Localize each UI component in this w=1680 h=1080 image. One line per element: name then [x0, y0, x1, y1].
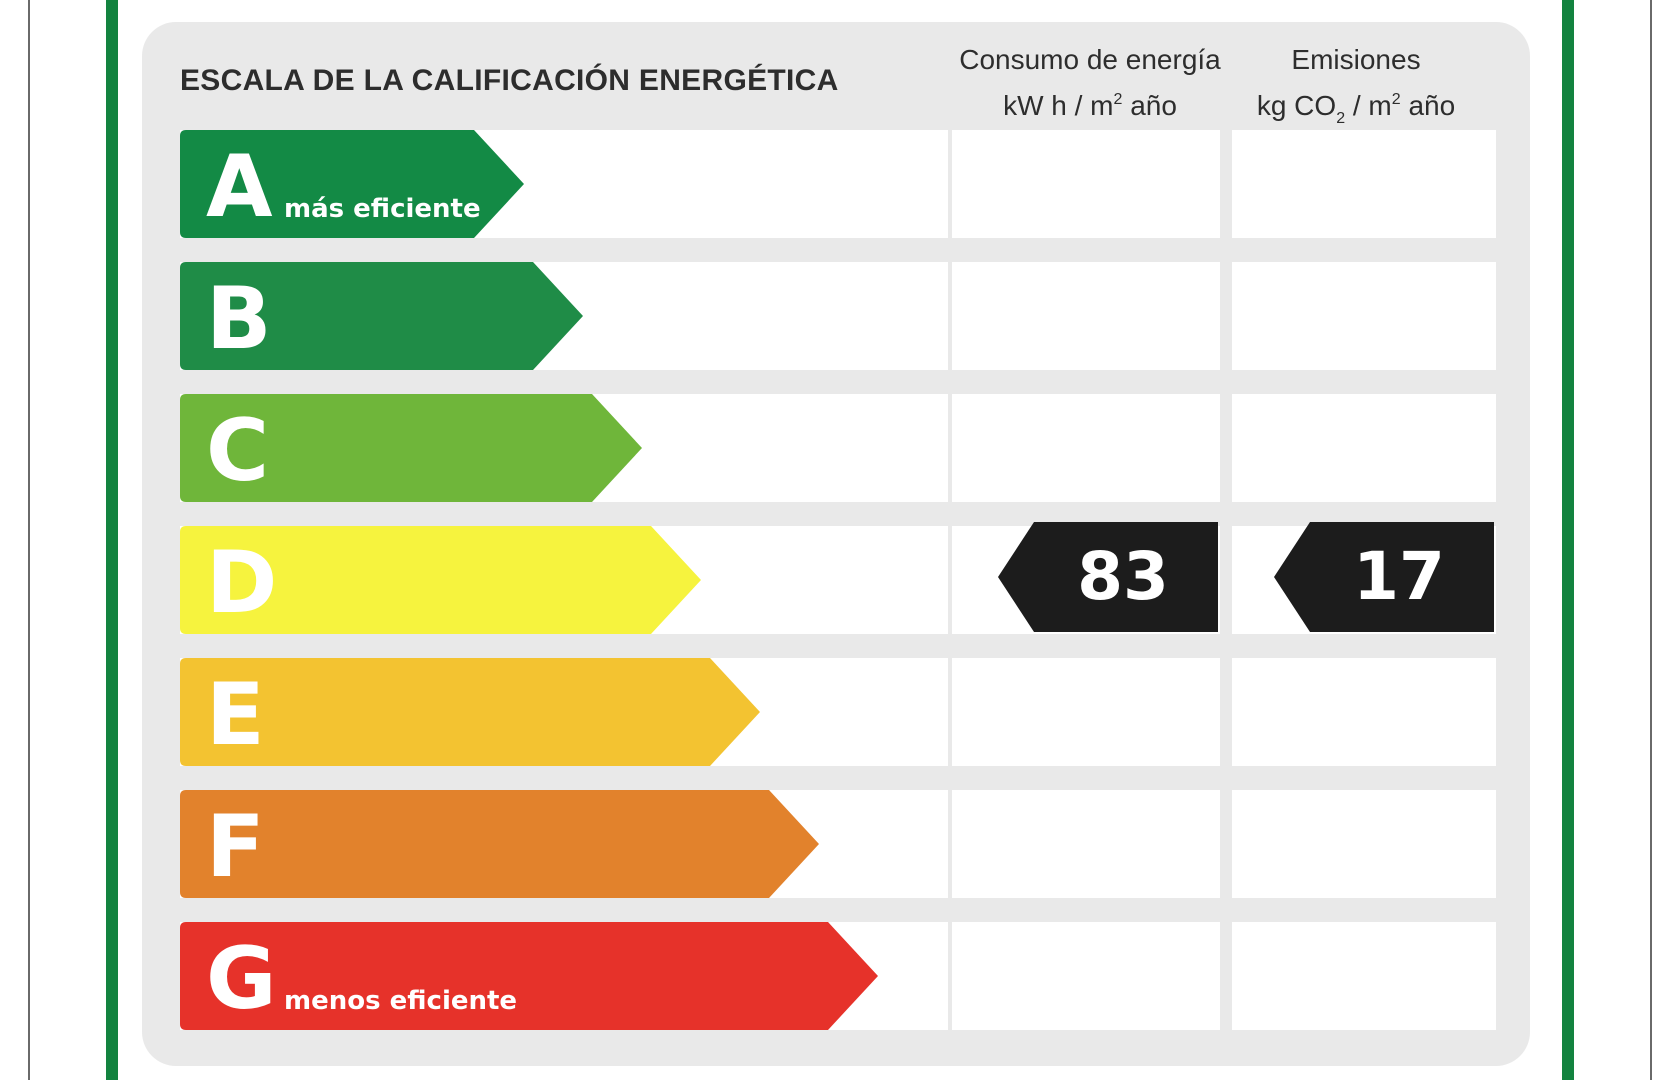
scale-title: ESCALA DE LA CALIFICACIÓN ENERGÉTICA: [180, 64, 839, 97]
page-edge-right: [1650, 0, 1652, 1080]
green-border-left: [106, 0, 118, 1080]
rating-bar-shape: [180, 394, 642, 502]
emissions-header-unit: kg CO2 / m2 año: [1256, 90, 1456, 127]
emissions-cell: [1232, 262, 1496, 370]
consumption-header-unit: kW h / m2 año: [1003, 90, 1177, 121]
rating-bar-shape: [180, 130, 524, 238]
rating-bar-d: [180, 526, 701, 634]
consumption-cell: [952, 790, 1220, 898]
rating-bar-shape: [180, 922, 878, 1030]
emissions-value-text: 17: [1353, 538, 1445, 615]
consumption-value-text: 83: [1077, 538, 1169, 615]
consumption-header-title: Consumo de energía: [959, 44, 1221, 75]
page-edge-left: [28, 0, 30, 1080]
emissions-cell: [1232, 922, 1496, 1030]
rating-letter: E: [206, 665, 265, 765]
rating-bar-a: [180, 130, 524, 238]
rating-bar-shape: [180, 658, 760, 766]
emissions-cell: [1232, 130, 1496, 238]
rating-caption: menos eficiente: [284, 986, 518, 1016]
rating-letter: D: [206, 533, 278, 633]
value-badge-shape: [998, 522, 1218, 632]
emissions-column-header: Emisiones kg CO2 / m2 año: [1226, 40, 1486, 139]
rating-bar-e: [180, 658, 760, 766]
rating-letter: B: [206, 269, 272, 369]
emissions-cell: [1232, 790, 1496, 898]
rating-letter: F: [206, 797, 265, 897]
consumption-cell: [952, 658, 1220, 766]
rating-letter: A: [206, 137, 273, 237]
consumption-column-header: Consumo de energía kW h / m2 año: [950, 40, 1230, 126]
rating-bar-shape: [180, 526, 701, 634]
consumption-cell: [952, 394, 1220, 502]
rating-bar-shape: [180, 262, 583, 370]
value-badge-shape: [1274, 522, 1494, 632]
rating-letter: G: [206, 929, 277, 1029]
emissions-cell: [1232, 658, 1496, 766]
green-border-right: [1562, 0, 1574, 1080]
emissions-cell: [1232, 394, 1496, 502]
rating-bar-c: [180, 394, 642, 502]
emissions-value-badge: [1274, 522, 1494, 632]
emissions-header-title: Emisiones: [1291, 44, 1421, 75]
consumption-cell: [952, 922, 1220, 1030]
rating-caption: más eficiente: [284, 194, 481, 224]
rating-bar-b: [180, 262, 583, 370]
rating-bar-g: [180, 922, 878, 1030]
consumption-cell: [952, 130, 1220, 238]
rating-bar-shape: [180, 790, 819, 898]
rating-bar-f: [180, 790, 819, 898]
consumption-cell: [952, 262, 1220, 370]
consumption-value-badge: [998, 522, 1218, 632]
rating-letter: C: [206, 401, 270, 501]
